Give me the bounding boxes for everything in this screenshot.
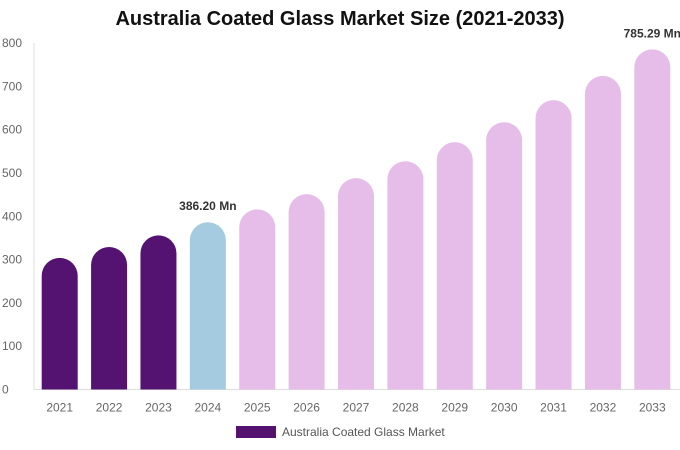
- bar-2031: [535, 100, 572, 390]
- x-tick-label: 2033: [639, 401, 666, 415]
- chart-title: Australia Coated Glass Market Size (2021…: [115, 8, 565, 30]
- data-label: 785.29 Mn: [624, 26, 680, 40]
- bar-2028: [387, 161, 424, 390]
- x-tick-label: 2026: [293, 401, 320, 415]
- bar-2024: [189, 222, 226, 390]
- bar-2033: [634, 49, 671, 390]
- legend-swatch: [236, 426, 276, 438]
- y-tick-label: 500: [2, 166, 22, 180]
- y-tick-label: 100: [2, 339, 22, 353]
- bar-2030: [486, 122, 523, 390]
- x-tick-label: 2028: [392, 401, 419, 415]
- x-tick-label: 2025: [244, 401, 271, 415]
- x-tick-label: 2024: [194, 401, 221, 415]
- y-tick-label: 600: [2, 123, 22, 137]
- x-tick-label: 2021: [46, 401, 73, 415]
- y-tick-label: 200: [2, 296, 22, 310]
- bar-2027: [338, 178, 374, 390]
- x-tick-label: 2031: [540, 401, 567, 415]
- bar-2023: [140, 235, 177, 390]
- y-tick-label: 0: [2, 383, 9, 397]
- bar-2026: [288, 194, 325, 390]
- x-tick-label: 2022: [96, 401, 123, 415]
- bar-2029: [436, 142, 473, 390]
- bar-2022: [91, 247, 128, 390]
- y-tick-label: 400: [2, 209, 22, 223]
- bar-2025: [239, 209, 276, 390]
- x-tick-label: 2032: [590, 401, 617, 415]
- x-tick-label: 2023: [145, 401, 172, 415]
- x-tick-label: 2027: [343, 401, 370, 415]
- legend-label: Australia Coated Glass Market: [282, 425, 445, 439]
- bar-2021: [41, 257, 78, 390]
- y-tick-label: 300: [2, 253, 22, 267]
- x-tick-label: 2030: [491, 401, 518, 415]
- y-tick-label: 800: [2, 36, 22, 50]
- data-label: 386.20 Mn: [179, 199, 236, 213]
- x-tick-label: 2029: [441, 401, 468, 415]
- legend[interactable]: Australia Coated Glass Market: [236, 425, 445, 439]
- y-tick-label: 700: [2, 79, 22, 93]
- bar-2032: [584, 75, 621, 390]
